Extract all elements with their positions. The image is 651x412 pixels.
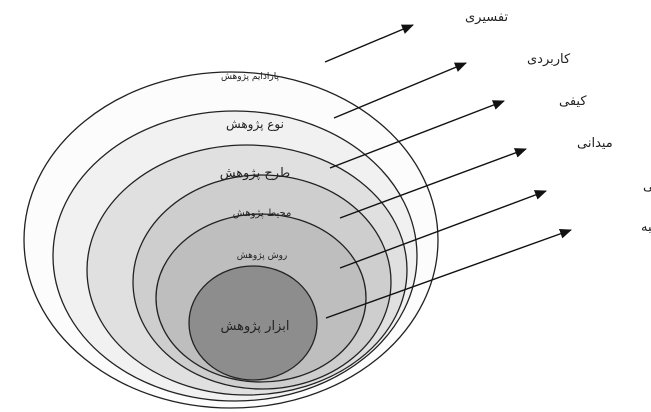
side-label-interview: مصاحبه: [641, 220, 651, 235]
side-label-applied: کاربردی: [527, 52, 571, 67]
arrow-qualitative: [329, 100, 505, 169]
arrows-group: [324, 24, 572, 319]
side-label-field: میدانی: [577, 136, 613, 151]
label-research-tool: ابزار پژوهش: [221, 319, 290, 334]
arrow-field: [339, 148, 527, 219]
layer-labels-group: پارادایم پژوهش نوع پژوهش طرح پژوهش محیط …: [220, 72, 292, 334]
side-label-phenomenology: پدیدارشناسی: [643, 179, 651, 194]
rings-group: [23, 71, 439, 409]
label-research-design: طرح پژوهش: [220, 166, 291, 181]
side-label-qualitative: کیفی: [559, 94, 587, 109]
arrow-interpretive: [324, 24, 414, 63]
arrow-interview: [325, 229, 572, 319]
label-research-type: نوع پژوهش: [226, 117, 284, 132]
label-research-method: روش پژوهش: [237, 251, 288, 261]
arrow-phenomenology: [339, 190, 547, 269]
ring-research-tool: [188, 265, 318, 381]
label-research-setting: محیط پژوهش: [233, 208, 292, 219]
side-label-interpretive: تفسیری: [465, 10, 508, 25]
label-paradigm: پارادایم پژوهش: [221, 72, 279, 82]
arrow-applied: [333, 62, 467, 119]
side-labels-group: تفسیری کاربردی کیفی میدانی پدیدارشناسی م…: [465, 10, 651, 235]
